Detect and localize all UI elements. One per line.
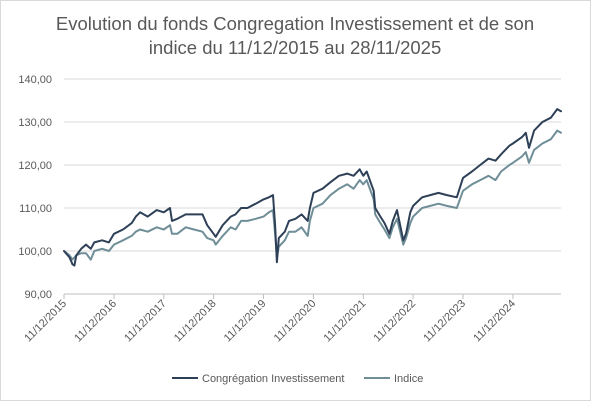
chart-title-line-2: indice du 11/12/2015 au 28/11/2025: [149, 37, 442, 58]
legend: Congrégation Investissement Indice: [172, 373, 423, 385]
x-tick-label: 11/12/2019: [222, 298, 269, 345]
x-tick-label: 11/12/2015: [22, 298, 69, 345]
series-lines: [63, 108, 562, 267]
legend-label: Congrégation Investissement: [202, 373, 344, 385]
y-tick-label: 90,00: [24, 289, 52, 301]
gridlines: [63, 78, 561, 299]
series-line: [63, 129, 562, 261]
chart-title-line-1: Evolution du fonds Congregation Investis…: [56, 13, 534, 34]
x-tick-label: 11/12/2020: [272, 298, 319, 345]
y-tick-label: 140,00: [18, 74, 52, 86]
chart-title: Evolution du fonds Congregation Investis…: [56, 13, 534, 58]
y-tick-label: 110,00: [19, 203, 52, 215]
y-axis-tick-labels: 90,00 100,00 110,00 120,00 130,00 140,00: [18, 74, 52, 301]
legend-label: Indice: [394, 373, 423, 385]
x-tick-label: 11/12/2017: [122, 298, 169, 345]
x-tick-label: 11/12/2016: [72, 298, 119, 345]
y-tick-label: 120,00: [18, 160, 52, 172]
x-tick-label: 11/12/2024: [471, 298, 518, 345]
series-line: [63, 108, 562, 267]
x-tick-label: 11/12/2022: [371, 298, 418, 345]
x-tick-label: 11/12/2023: [421, 298, 468, 345]
x-tick-label: 11/12/2021: [322, 298, 369, 345]
x-axis-tick-labels: 11/12/2015 11/12/2016 11/12/2017 11/12/2018…: [22, 298, 518, 345]
x-tick-label: 11/12/2018: [172, 298, 219, 345]
y-tick-label: 100,00: [18, 246, 52, 258]
y-tick-label: 130,00: [18, 117, 52, 129]
